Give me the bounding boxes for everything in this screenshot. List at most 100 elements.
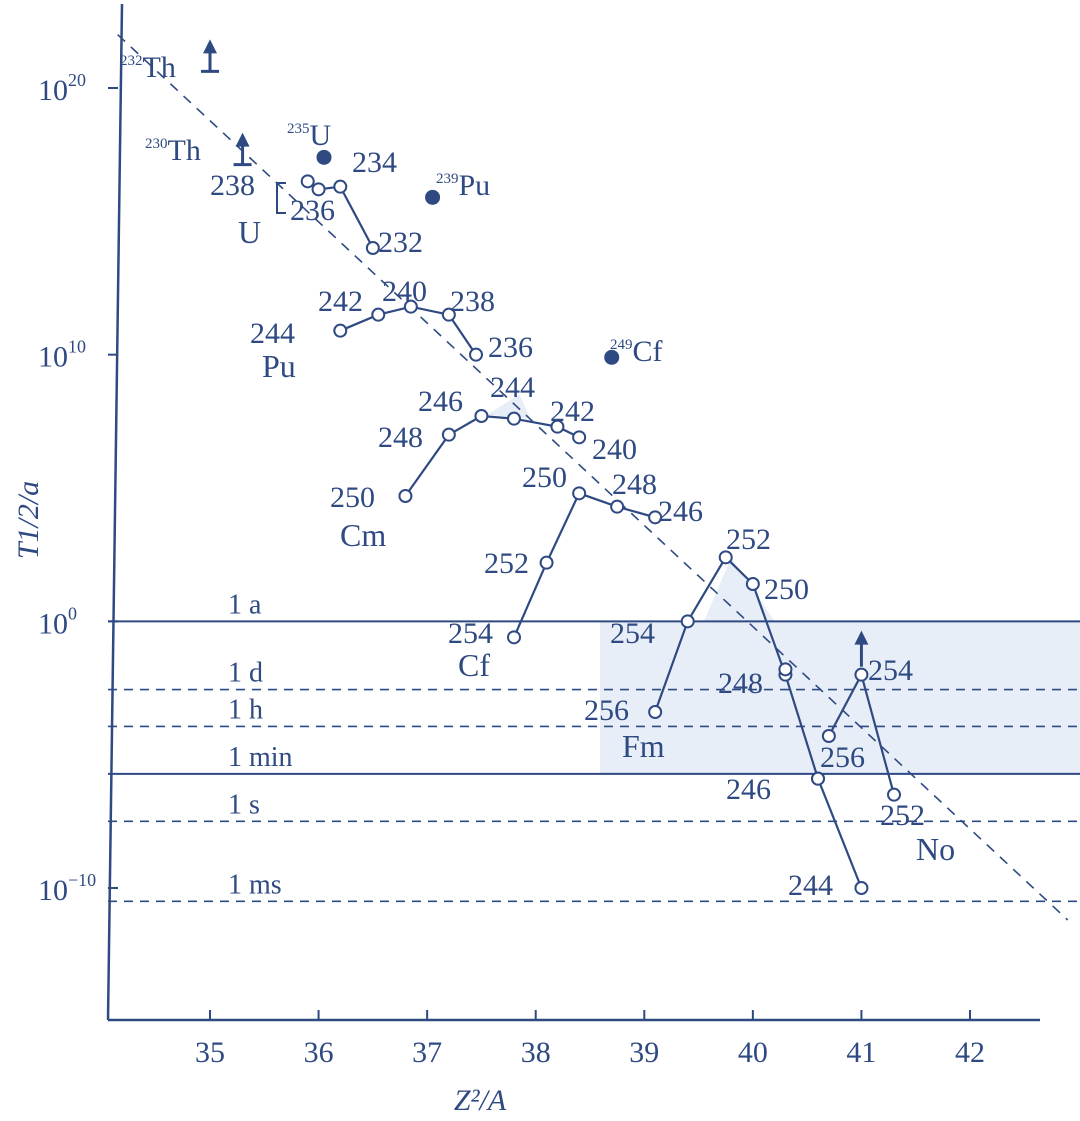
mass-label-fm-254: 254: [610, 617, 655, 650]
x-tick-label-5: 40: [738, 1036, 768, 1069]
mass-label-cm-244: 244: [490, 371, 535, 404]
mass-label-pu-236: 236: [488, 331, 533, 364]
mass-label-no-256: 256: [820, 741, 865, 774]
mass-label-u-232: 232: [378, 226, 423, 259]
trend-line: [117, 34, 1069, 921]
mass-label-no-244: 244: [788, 869, 833, 902]
mass-label-pu-242: 242: [318, 285, 363, 318]
mass-label-fm-252: 252: [726, 523, 771, 556]
point-cm-244: [507, 411, 521, 426]
y-axis-title: T1/2/a: [12, 481, 45, 559]
filled-point-label-249cf: 249Cf: [610, 335, 663, 368]
lower-limit-label-230th: 230Th: [145, 134, 201, 167]
point-no-244: [854, 881, 869, 895]
reference-line-label-2: 1 h: [228, 694, 263, 725]
reference-line-label-4: 1 s: [228, 789, 260, 820]
mass-label-cf-252: 252: [484, 547, 529, 580]
element-label-pu: Pu: [262, 348, 296, 384]
point-cf-254: [507, 630, 521, 645]
filled-point-249cf: [604, 349, 620, 365]
point-cm-240: [572, 430, 587, 445]
point-fm-256: [648, 705, 663, 719]
point-u-238: [300, 174, 315, 189]
point-cf-248: [610, 499, 625, 514]
element-label-cf: Cf: [458, 647, 490, 683]
mass-label-cm-242: 242: [550, 395, 595, 428]
point-cm-246: [474, 409, 489, 423]
mass-label-cf-248: 248: [612, 468, 657, 501]
reference-line-label-0: 1 a: [228, 589, 262, 620]
point-cm-250: [398, 489, 413, 503]
x-tick-label-3: 38: [521, 1036, 551, 1069]
reference-line-label-1: 1 d: [228, 658, 263, 689]
point-cf-252: [539, 555, 554, 570]
mass-label-fm-250: 250: [764, 573, 809, 606]
x-tick-label-2: 37: [412, 1036, 442, 1069]
mass-label-cf-254: 254: [448, 617, 493, 650]
point-cm-242: [550, 419, 565, 434]
mass-label-no-254: 254: [868, 654, 913, 687]
filled-point-239pu: [425, 189, 441, 205]
mass-label-u-236: 236: [290, 194, 335, 227]
point-cm-248: [441, 427, 456, 442]
point-fm-252: [718, 550, 733, 565]
shaded-cm-peak: [486, 394, 531, 419]
mass-label-cf-250: 250: [522, 461, 567, 494]
point-fm-254: [680, 614, 695, 629]
series-line-no-a: [816, 778, 863, 889]
lower-limit-arrowhead-0: [203, 39, 217, 54]
filled-point-label-235u: 235U: [287, 119, 332, 152]
element-label-cm: Cm: [340, 517, 386, 553]
point-u-232: [365, 241, 380, 255]
point-u-236: [311, 182, 326, 197]
mass-label-no-252: 252: [880, 799, 925, 832]
x-tick-label-7: 42: [955, 1036, 985, 1069]
reference-line-label-3: 1 min: [228, 742, 293, 773]
point-pu-242: [371, 307, 386, 322]
point-no-252: [887, 787, 901, 802]
point-pu-240: [403, 299, 418, 314]
point-u-234: [333, 179, 348, 194]
mass-label-u-238: 238: [210, 169, 255, 202]
lower-limit-label-232th: 232Th: [120, 51, 176, 84]
mass-label-cf-246: 246: [658, 495, 703, 528]
x-tick-label-4: 39: [629, 1036, 659, 1069]
y-axis-line: [106, 3, 124, 1021]
y-tick-label-1: 1010: [38, 337, 86, 374]
point-pu-238: [441, 307, 456, 322]
point-no-254: [854, 667, 869, 682]
element-label-fm: Fm: [622, 728, 665, 764]
mass-label-fm-246: 246: [726, 773, 771, 806]
point-cf-246: [648, 510, 663, 525]
filled-point-235u: [316, 149, 332, 165]
mass-label-fm-256: 256: [584, 694, 629, 727]
x-tick-label-0: 35: [195, 1036, 225, 1069]
mass-label-fm-248: 248: [718, 667, 763, 700]
point-no-246: [811, 771, 825, 786]
shaded-time-band: [600, 621, 1080, 774]
y-tick-label-0: 1020: [38, 70, 86, 107]
point-pu-236: [469, 347, 483, 362]
reference-line-label-5: 1 ms: [228, 869, 282, 900]
shaded-regions: [486, 394, 1080, 774]
x-axis-title: Z²/A: [454, 1084, 507, 1117]
point-markers: [201, 39, 901, 895]
mass-label-cm-240: 240: [592, 433, 637, 466]
shaded-fm-peak: [704, 557, 775, 622]
annotations: 1 a 1 d 1 h 1 min 1 s 1 ms Z²/A T1/2/a 238 236 234…: [12, 51, 955, 1117]
y-tick-label-2: 100: [38, 603, 77, 640]
no-254-arrowhead: [854, 630, 869, 645]
mass-label-pu-240: 240: [382, 275, 427, 308]
x-tick-label-6: 41: [846, 1036, 876, 1069]
reference-lines: [108, 34, 1080, 921]
mass-label-pu-238: 238: [450, 285, 495, 318]
x-tick-label-1: 36: [304, 1036, 334, 1069]
u-bracket: [276, 182, 286, 214]
mass-label-pu-244: 244: [250, 317, 295, 350]
y-tick-label-3: 10−10: [38, 870, 96, 907]
element-label-u: U: [238, 214, 261, 250]
lower-limit-arrowhead-1: [235, 132, 250, 147]
filled-point-label-239pu: 239Pu: [436, 169, 490, 202]
mass-label-cm-248: 248: [378, 421, 423, 454]
